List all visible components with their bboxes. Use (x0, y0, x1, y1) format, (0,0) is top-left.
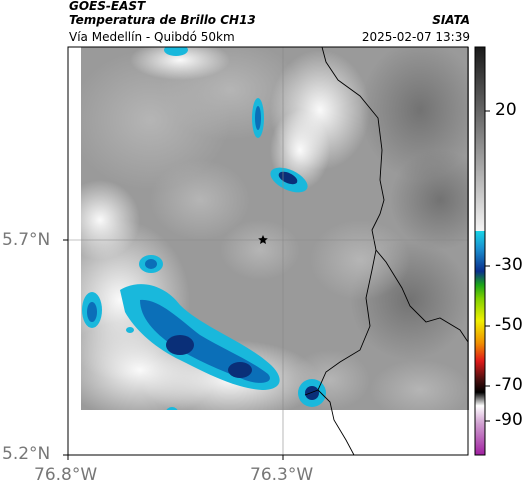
colorbar-tick-label: -90 (495, 410, 523, 430)
satellite-label: GOES-EAST (69, 0, 146, 13)
no-data-strip (68, 410, 468, 455)
axis-ticks (63, 239, 284, 460)
cold-cloud-tops (82, 47, 326, 410)
colorbar (474, 46, 490, 456)
lon-tick-label: 76.8°W (34, 465, 98, 485)
colorbar-tick-label: -30 (495, 255, 523, 275)
department-borders (304, 46, 469, 456)
lat-tick-label: 5.7°N (2, 230, 51, 250)
map-gridlines (68, 47, 468, 455)
lon-tick-label: 76.3°W (250, 465, 314, 485)
colorbar-tick-label: 20 (495, 100, 517, 120)
product-title: Temperatura de Brillo CH13 (69, 13, 256, 27)
lat-tick-label: 5.2°N (2, 444, 51, 464)
organization-label: SIATA (432, 13, 470, 27)
map-frame (67, 46, 469, 456)
brightness-temperature-layer (81, 47, 469, 410)
colorbar-tick-label: -50 (495, 315, 523, 335)
star-icon (258, 235, 268, 244)
datetime-label: 2025-02-07 13:39 (361, 30, 470, 44)
region-label: Vía Medellín - Quibdó 50km (69, 30, 235, 44)
colorbar-tick-label: -70 (495, 375, 523, 395)
